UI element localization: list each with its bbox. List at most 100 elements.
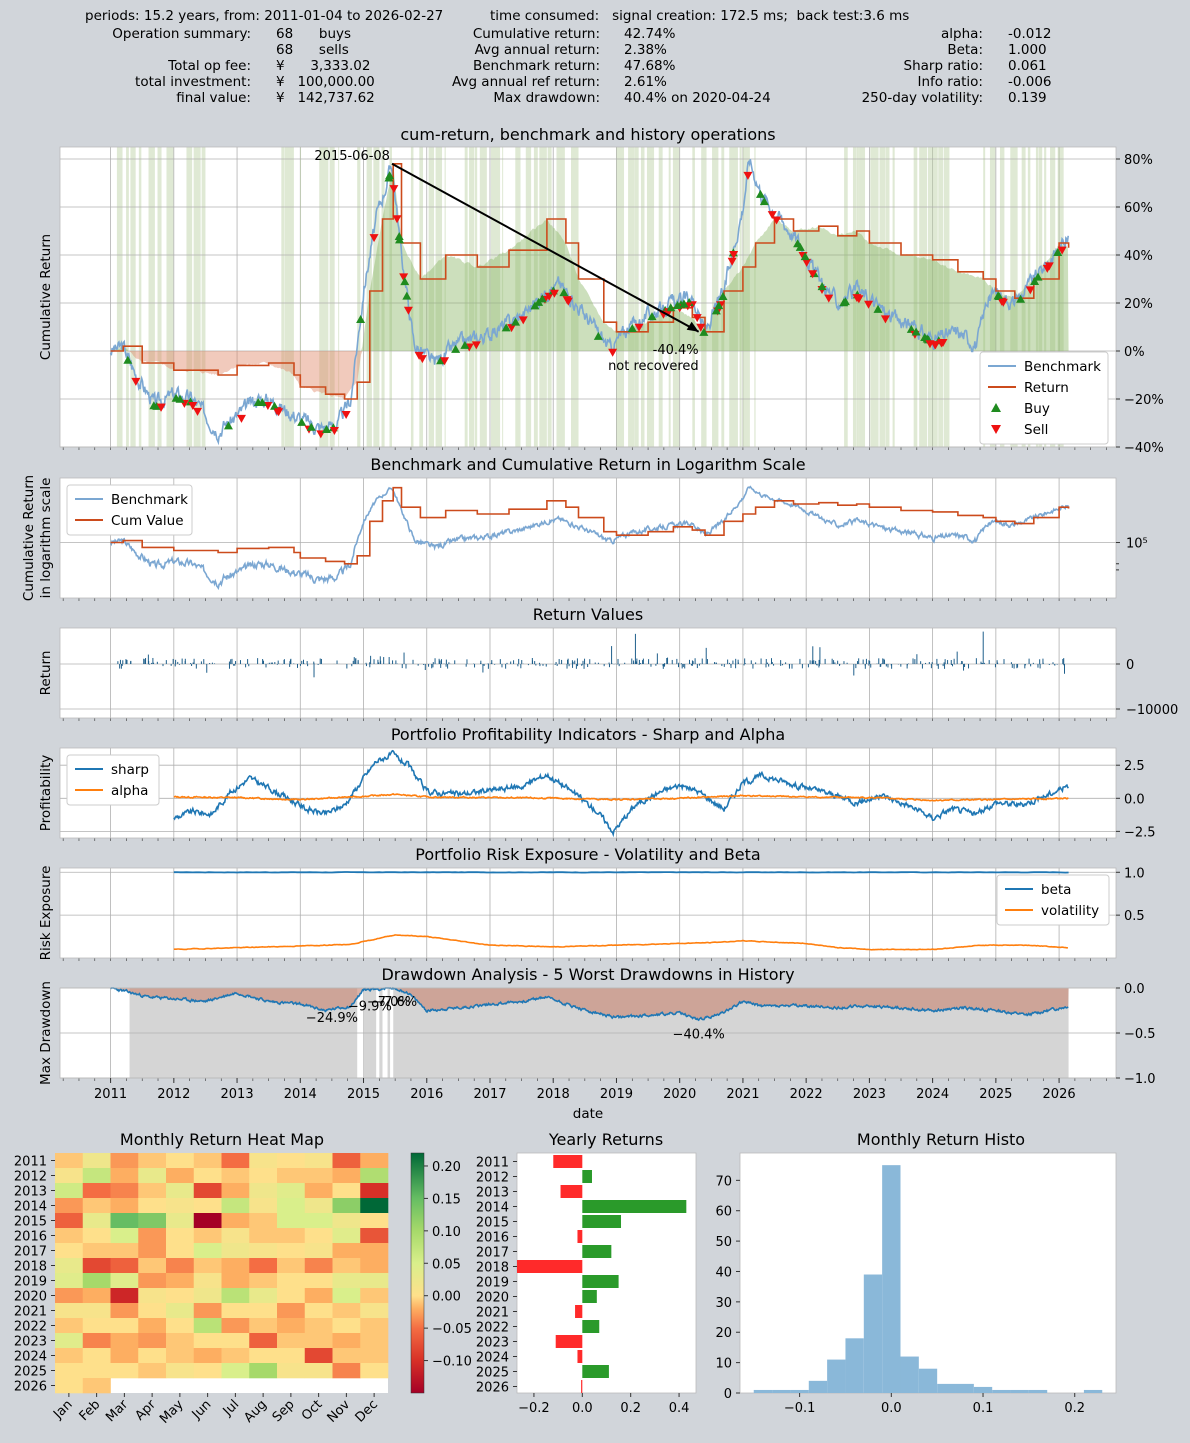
yearly-bar — [575, 1305, 583, 1318]
buy-marker — [1016, 294, 1026, 303]
buy-marker — [559, 288, 569, 297]
buy-marker — [911, 327, 921, 336]
plot-frame — [59, 627, 1117, 719]
heatmap-cell — [82, 1243, 111, 1259]
holding-period — [474, 147, 478, 447]
heatmap-cell — [193, 1363, 222, 1379]
holding-period — [281, 147, 285, 447]
sell-marker — [389, 185, 399, 194]
summary-value: ¥ 142,737.62 — [276, 90, 375, 106]
month-label: Apr — [132, 1397, 159, 1424]
buy-marker — [257, 398, 267, 406]
buy-marker — [306, 422, 316, 431]
y-tick-label: −1.0 — [1124, 1072, 1156, 1087]
chart-title: Return Values — [533, 605, 643, 624]
heatmap-cell — [138, 1213, 167, 1229]
sell-marker — [925, 340, 935, 349]
histogram-bar — [753, 1389, 773, 1393]
histogram-bar — [1028, 1389, 1048, 1393]
heatmap-cell — [360, 1333, 389, 1349]
histogram-bar — [918, 1368, 938, 1393]
holding-period — [646, 147, 655, 447]
histogram-bar — [1010, 1389, 1029, 1393]
holding-period — [729, 147, 738, 447]
holding-period — [533, 147, 538, 447]
holding-period — [201, 147, 206, 447]
y-tick-label: 40% — [1124, 249, 1153, 264]
heatmap-cell — [55, 1363, 84, 1379]
x-tick-label: 2025 — [979, 1087, 1012, 1102]
buy-marker — [501, 323, 511, 332]
y-tick-label: −20% — [1124, 393, 1164, 408]
heatmap-cell — [110, 1303, 139, 1319]
heatmap-cell — [110, 1258, 139, 1274]
holding-period — [464, 147, 468, 447]
holding-period — [373, 147, 380, 447]
heatmap-cell — [304, 1213, 333, 1229]
chart-title: Yearly Returns — [548, 1130, 663, 1149]
sell-marker — [369, 234, 379, 243]
heatmap-cell — [332, 1288, 361, 1304]
month-label: Jul — [220, 1397, 242, 1419]
heatmap-cell — [193, 1333, 222, 1349]
holding-period — [435, 147, 443, 447]
heatmap-cell — [110, 1228, 139, 1244]
heatmap-cell — [277, 1363, 306, 1379]
heatmap-cell — [193, 1348, 222, 1364]
yearly-bar — [553, 1155, 583, 1168]
buy-marker — [873, 304, 883, 313]
heatmap-cell — [360, 1213, 389, 1229]
buy-marker — [795, 242, 805, 251]
heatmap-cell — [249, 1273, 278, 1289]
heatmap-cell — [249, 1258, 278, 1274]
heatmap-cell — [193, 1258, 222, 1274]
volatility-line — [173, 934, 1068, 951]
legend: Benchmark Return Buy Sell — [979, 351, 1109, 445]
legend-label: beta — [1041, 882, 1071, 898]
heatmap-cell — [138, 1168, 167, 1184]
summary-label: alpha: — [941, 26, 983, 42]
chart-title: cum-return, benchmark and history operat… — [400, 125, 775, 144]
heatmap-cell — [332, 1303, 361, 1319]
y-tick-label: 60% — [1124, 201, 1153, 216]
yearly-bar — [581, 1380, 583, 1393]
plot-area — [60, 478, 1116, 598]
legend-box — [979, 351, 1109, 445]
buy-marker — [840, 297, 850, 306]
x-tick-label: 2018 — [537, 1087, 570, 1102]
heatmap-cell — [277, 1348, 306, 1364]
heatmap-cell — [304, 1363, 333, 1379]
sell-marker — [634, 323, 644, 332]
drawdown-chart: −24.9%−9.9%−7.0%−7.6% −40.4% 0.0 −0.5 −1.0 20… — [59, 982, 1156, 1102]
x-tick-label: 0.2 — [620, 1401, 641, 1416]
y-tick-label: 40 — [715, 1265, 732, 1280]
month-label: Jun — [189, 1397, 215, 1423]
cum-return-chart: 2015-06-08 -40.4%not recovered 80% 60% 40% 20… — [59, 146, 1164, 456]
buy-marker — [395, 235, 405, 244]
sell-marker — [729, 250, 739, 259]
heatmap-cell — [249, 1228, 278, 1244]
year-label: 2016 — [476, 1231, 509, 1246]
legend-label: alpha — [111, 783, 148, 799]
heatmap-cell — [55, 1318, 84, 1334]
heatmap-cell — [221, 1168, 250, 1184]
y-tick-label: 0.0 — [1124, 792, 1145, 807]
summary-value: -0.012 — [1008, 26, 1052, 42]
heatmap-cell — [360, 1303, 389, 1319]
legend-box — [66, 484, 193, 536]
buy-marker — [647, 312, 657, 321]
chart-title: Benchmark and Cumulative Return in Logar… — [370, 455, 805, 474]
buy-marker — [460, 340, 470, 349]
legend-label: sharp — [111, 762, 149, 778]
sell-marker — [767, 211, 777, 220]
heatmap-cell — [138, 1228, 167, 1244]
heatmap-cell — [193, 1183, 222, 1199]
summary-label: Beta: — [947, 42, 983, 58]
y-tick-label: −10000 — [1126, 703, 1178, 718]
plot-area — [739, 1152, 1117, 1394]
heatmap-cell — [360, 1153, 389, 1169]
buy-marker — [679, 299, 689, 308]
heatmap-cell — [82, 1318, 111, 1334]
heatmap-cell — [82, 1228, 111, 1244]
year-label: 2017 — [14, 1245, 47, 1260]
